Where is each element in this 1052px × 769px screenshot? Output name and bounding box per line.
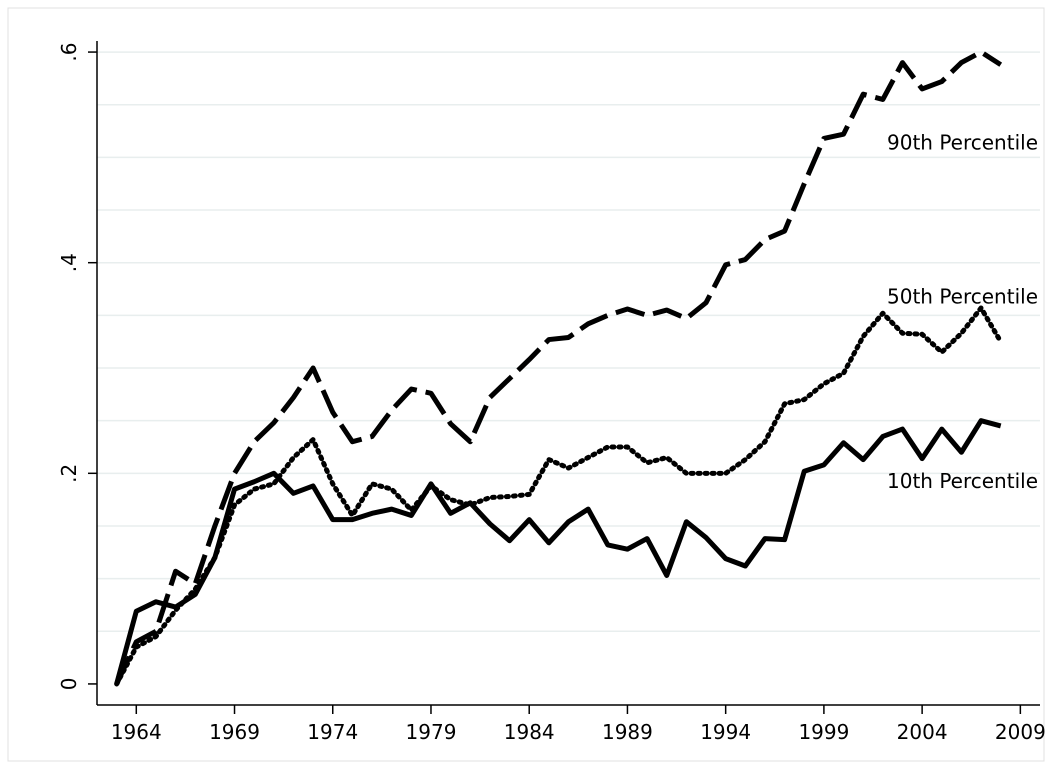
series-line bbox=[114, 49, 1003, 685]
y-tick-label: .2 bbox=[57, 464, 81, 483]
x-tick-label: 1999 bbox=[798, 720, 849, 744]
x-tick-label: 1984 bbox=[504, 720, 555, 744]
x-tick-label: 1989 bbox=[602, 720, 653, 744]
series-line bbox=[114, 305, 1004, 687]
frame bbox=[7, 7, 1045, 762]
series-label: 10th Percentile bbox=[887, 469, 1038, 493]
x-tick-label: 1994 bbox=[700, 720, 751, 744]
series-label: 50th Percentile bbox=[887, 285, 1038, 309]
y-tick-label: 0 bbox=[57, 678, 81, 691]
series-label: 90th Percentile bbox=[887, 131, 1038, 155]
y-tick-label: .6 bbox=[57, 43, 81, 62]
series-line bbox=[114, 418, 1002, 685]
x-tick-label: 1974 bbox=[307, 720, 358, 744]
x-tick-label: 1969 bbox=[209, 720, 260, 744]
x-tick-label: 1979 bbox=[406, 720, 457, 744]
x-tick-label: 2009 bbox=[995, 720, 1046, 744]
x-tick-label: 1964 bbox=[111, 720, 162, 744]
x-tick-label: 2004 bbox=[897, 720, 948, 744]
y-tick-label: .4 bbox=[57, 253, 81, 272]
